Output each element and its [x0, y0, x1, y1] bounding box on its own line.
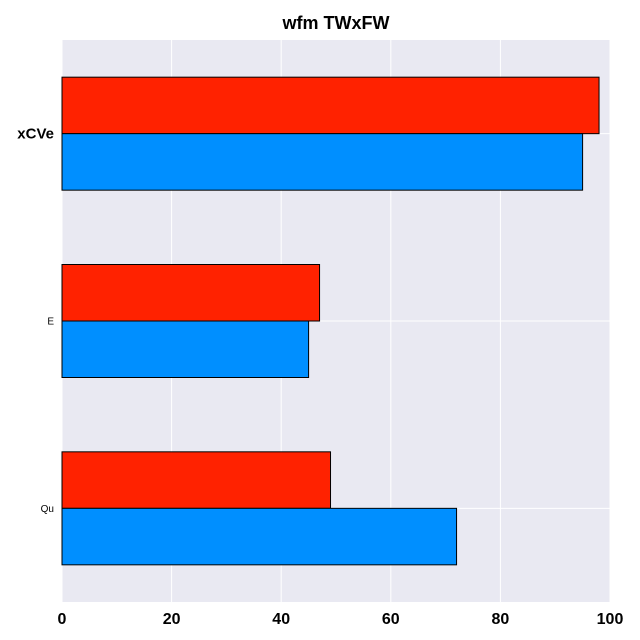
bar-xCVe-series-2: [61, 133, 584, 191]
x-axis-ticks: 0 20 40 60 80 100: [58, 611, 624, 628]
x-tick-label: 40: [272, 611, 290, 628]
y-tick-label: Qu: [41, 504, 54, 515]
bar-xCVe-series-1: [61, 76, 600, 135]
x-tick-label: 60: [382, 611, 400, 628]
x-tick-label: 80: [492, 611, 510, 628]
bar-Qu-series-1: [61, 451, 332, 509]
x-tick-label: 20: [163, 611, 181, 628]
y-axis-ticks: xCVe E Qu: [17, 126, 54, 515]
x-tick-label: 100: [597, 611, 624, 628]
bar-Qu-series-2: [61, 507, 458, 566]
y-tick-label: E: [47, 317, 54, 328]
chart-title: wfm TWxFW: [282, 13, 390, 33]
x-tick-label: 0: [58, 611, 67, 628]
bar-E-series-2: [61, 320, 310, 378]
bars: [61, 76, 600, 566]
y-tick-label: xCVe: [17, 126, 54, 143]
bar-E-series-1: [61, 264, 321, 322]
